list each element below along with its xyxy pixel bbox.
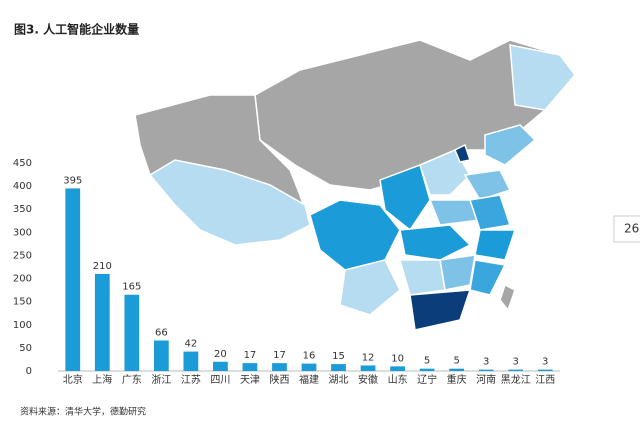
x-tick-label: 四川 bbox=[210, 375, 230, 386]
value-label: 16 bbox=[303, 351, 316, 362]
value-label: 5 bbox=[453, 356, 459, 367]
value-label: 10 bbox=[391, 353, 404, 364]
x-tick-label: 江苏 bbox=[181, 373, 201, 386]
x-tick-label: 广东 bbox=[122, 373, 142, 386]
value-label: 15 bbox=[332, 351, 345, 362]
bar bbox=[508, 369, 524, 371]
bar bbox=[478, 369, 494, 371]
value-label: 210 bbox=[93, 261, 112, 272]
y-tick-label: 100 bbox=[13, 320, 32, 331]
bar bbox=[390, 366, 405, 371]
x-tick-label: 山东 bbox=[388, 373, 408, 386]
map bbox=[134, 39, 576, 331]
bar bbox=[183, 351, 199, 371]
x-tick-label: 黑龙江 bbox=[501, 373, 531, 386]
x-tick-label: 天津 bbox=[240, 374, 260, 386]
value-label: 165 bbox=[122, 282, 141, 293]
bar bbox=[449, 368, 465, 371]
x-tick-label: 辽宁 bbox=[417, 373, 437, 386]
value-label: 17 bbox=[273, 350, 286, 361]
bar bbox=[272, 363, 287, 371]
y-tick-label: 300 bbox=[13, 227, 32, 238]
bar bbox=[213, 361, 228, 371]
x-tick-label: 北京 bbox=[63, 373, 83, 386]
bar bbox=[242, 363, 258, 371]
bar bbox=[419, 368, 435, 371]
value-label: 3 bbox=[483, 357, 489, 368]
value-label: 66 bbox=[155, 327, 168, 338]
value-label: 395 bbox=[63, 175, 82, 186]
chart-title: 图3. 人工智能企业数量 bbox=[14, 22, 139, 37]
y-tick-label: 50 bbox=[19, 343, 32, 354]
x-tick-label: 重庆 bbox=[447, 373, 467, 386]
x-tick-label: 湖北 bbox=[329, 374, 349, 386]
bar bbox=[94, 273, 110, 371]
value-label: 20 bbox=[214, 349, 227, 360]
x-tick-label: 江西 bbox=[535, 374, 555, 386]
x-tick-label: 上海 bbox=[92, 373, 112, 386]
x-tick-label: 陕西 bbox=[269, 373, 289, 386]
bar bbox=[360, 365, 376, 371]
overlay-text: 26 bbox=[624, 222, 639, 236]
bar bbox=[301, 363, 317, 371]
bar bbox=[331, 364, 346, 371]
bar bbox=[153, 340, 169, 371]
source-note: 资料来源：清华大学，德勤研究 bbox=[20, 406, 146, 418]
x-tick-label: 福建 bbox=[299, 373, 319, 386]
bar bbox=[65, 188, 81, 371]
x-tick-label: 河南 bbox=[476, 373, 496, 386]
overlay-box bbox=[613, 215, 640, 243]
value-label: 3 bbox=[513, 357, 519, 368]
value-label: 42 bbox=[185, 339, 198, 350]
y-tick-label: 200 bbox=[13, 274, 32, 285]
value-label: 5 bbox=[424, 356, 430, 367]
bar bbox=[124, 294, 140, 371]
x-tick-label: 浙江 bbox=[151, 374, 171, 386]
y-tick-label: 250 bbox=[13, 250, 32, 261]
value-label: 12 bbox=[362, 352, 375, 363]
y-tick-label: 150 bbox=[13, 297, 32, 308]
value-label: 3 bbox=[542, 357, 548, 368]
y-tick-label: 0 bbox=[26, 366, 32, 377]
bar bbox=[537, 369, 553, 371]
y-tick-label: 400 bbox=[13, 181, 32, 192]
x-tick-label: 安徽 bbox=[358, 373, 378, 386]
value-label: 17 bbox=[244, 350, 257, 361]
y-tick-label: 450 bbox=[13, 158, 32, 169]
y-tick-label: 350 bbox=[13, 204, 32, 215]
